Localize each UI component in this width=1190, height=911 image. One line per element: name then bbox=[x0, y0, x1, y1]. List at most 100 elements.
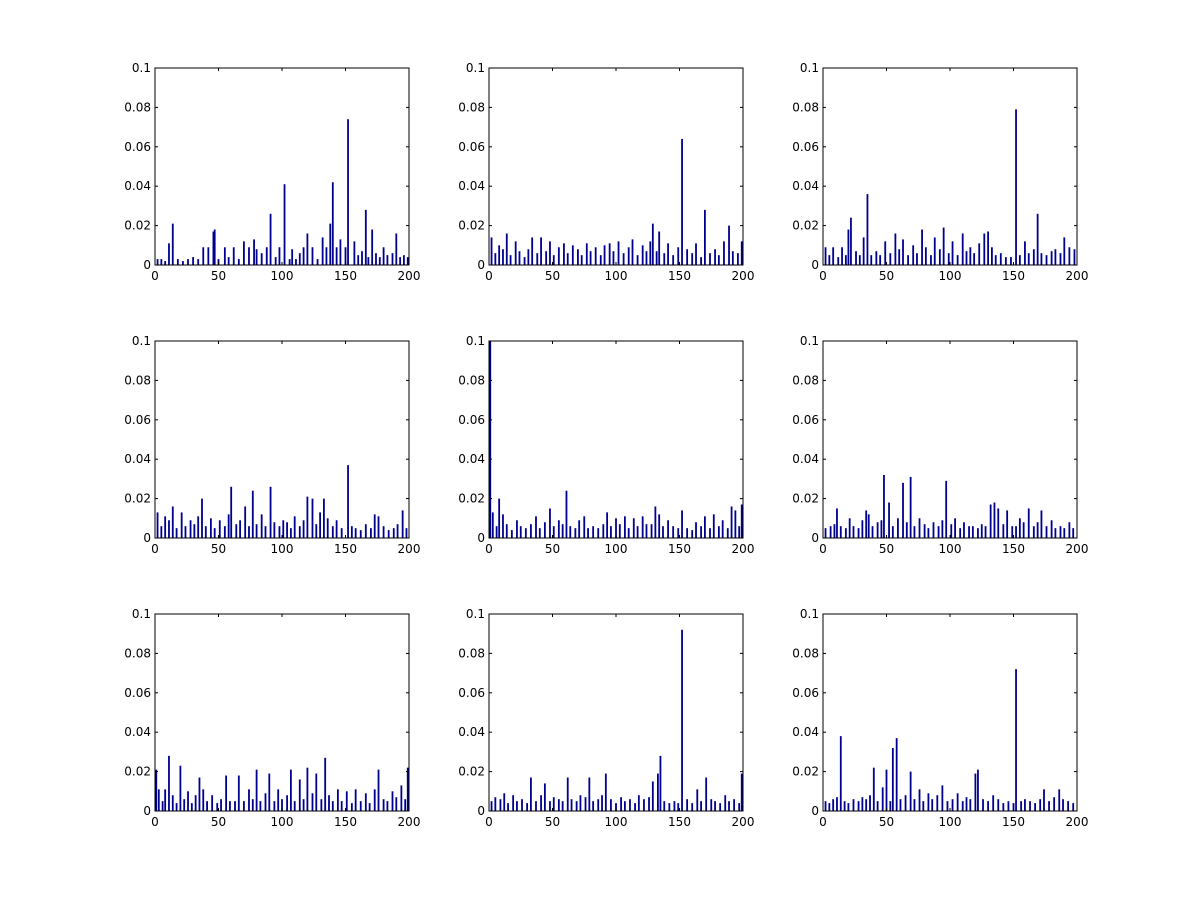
bar bbox=[983, 233, 986, 265]
bar bbox=[923, 524, 926, 538]
bar bbox=[658, 231, 661, 265]
subplot-8: 0 50 100 150 200 0 0.02 0.04 0.06 0.08 0.1 bbox=[458, 607, 754, 829]
bar bbox=[1006, 510, 1009, 538]
bar bbox=[585, 243, 588, 265]
bar bbox=[175, 803, 178, 811]
bar bbox=[857, 801, 860, 811]
bar bbox=[579, 795, 582, 811]
bar bbox=[871, 526, 874, 538]
bar bbox=[592, 526, 595, 538]
bar bbox=[278, 247, 281, 265]
bar bbox=[905, 522, 908, 538]
bar bbox=[350, 526, 353, 538]
bar bbox=[941, 785, 944, 811]
bar bbox=[503, 793, 506, 811]
axes-box bbox=[154, 67, 410, 266]
bar bbox=[370, 528, 372, 538]
bar bbox=[997, 799, 1000, 811]
bar bbox=[237, 259, 240, 265]
bar bbox=[927, 793, 930, 811]
x-tick-label: 150 bbox=[668, 815, 691, 829]
bar bbox=[521, 799, 523, 811]
bar bbox=[323, 498, 325, 538]
bar bbox=[357, 255, 360, 265]
bar bbox=[991, 247, 993, 265]
bar bbox=[403, 255, 405, 265]
bar bbox=[286, 795, 288, 811]
bar bbox=[1040, 253, 1043, 265]
x-tick-label: 0 bbox=[819, 269, 827, 283]
bar bbox=[187, 259, 189, 265]
bar bbox=[490, 801, 493, 811]
bar bbox=[969, 247, 972, 265]
bar bbox=[339, 239, 342, 265]
bar bbox=[608, 243, 611, 265]
bar bbox=[733, 799, 736, 811]
bar bbox=[885, 769, 888, 811]
bar bbox=[852, 526, 855, 538]
bar bbox=[223, 526, 226, 538]
bar bbox=[916, 253, 918, 265]
x-tick-label: 0 bbox=[485, 815, 493, 829]
bar bbox=[545, 251, 548, 265]
y-tick-label: 0.1 bbox=[132, 607, 151, 621]
bar bbox=[897, 518, 899, 538]
bar bbox=[176, 259, 179, 265]
bar bbox=[672, 255, 675, 265]
x-tick-label: 100 bbox=[271, 269, 294, 283]
x-tick-label: 50 bbox=[879, 542, 894, 556]
bar bbox=[566, 777, 569, 811]
bar bbox=[618, 524, 621, 538]
bar bbox=[712, 514, 715, 538]
bar bbox=[913, 526, 916, 538]
y-tick-label: 0.06 bbox=[124, 140, 151, 154]
bar bbox=[1072, 803, 1075, 811]
bar bbox=[552, 797, 555, 811]
bar bbox=[721, 520, 724, 538]
bar bbox=[728, 801, 730, 811]
y-tick-label: 0 bbox=[477, 804, 485, 818]
bar bbox=[392, 528, 395, 538]
bar bbox=[202, 247, 205, 265]
bar bbox=[971, 526, 974, 538]
bar bbox=[273, 522, 276, 538]
y-tick-label: 0.1 bbox=[466, 334, 485, 348]
bar bbox=[248, 789, 250, 811]
bar bbox=[951, 799, 954, 811]
y-tick-label: 0.04 bbox=[124, 179, 151, 193]
bar bbox=[999, 253, 1002, 265]
bar bbox=[1043, 789, 1045, 811]
x-tick-label: 200 bbox=[1066, 269, 1089, 283]
bar bbox=[401, 510, 404, 538]
bar bbox=[244, 506, 247, 538]
bar bbox=[354, 528, 357, 538]
subplot-9: 0 50 100 150 200 0 0.02 0.04 0.06 0.08 0.1 bbox=[792, 607, 1088, 829]
bar bbox=[298, 779, 301, 811]
x-tick-label: 50 bbox=[545, 269, 560, 283]
bar bbox=[1068, 247, 1071, 265]
bar bbox=[852, 799, 855, 811]
bar bbox=[549, 241, 551, 265]
bar bbox=[866, 194, 869, 265]
bar bbox=[924, 247, 927, 265]
bar bbox=[629, 799, 631, 811]
bar bbox=[686, 249, 689, 265]
bar bbox=[643, 799, 645, 811]
bar bbox=[359, 530, 362, 538]
bar bbox=[571, 245, 574, 265]
bar bbox=[329, 223, 332, 265]
bar bbox=[535, 516, 537, 538]
bar bbox=[740, 504, 743, 538]
bar bbox=[306, 496, 309, 538]
bar bbox=[395, 797, 398, 811]
axes-box bbox=[822, 613, 1078, 812]
x-tick-label: 100 bbox=[271, 542, 294, 556]
bar bbox=[1050, 251, 1053, 265]
bar bbox=[549, 801, 551, 811]
y-tick-label: 0 bbox=[811, 531, 819, 545]
x-tick-label: 0 bbox=[151, 269, 159, 283]
bar bbox=[274, 257, 277, 265]
bar bbox=[994, 255, 997, 265]
bar bbox=[531, 237, 534, 265]
bar bbox=[543, 522, 546, 538]
